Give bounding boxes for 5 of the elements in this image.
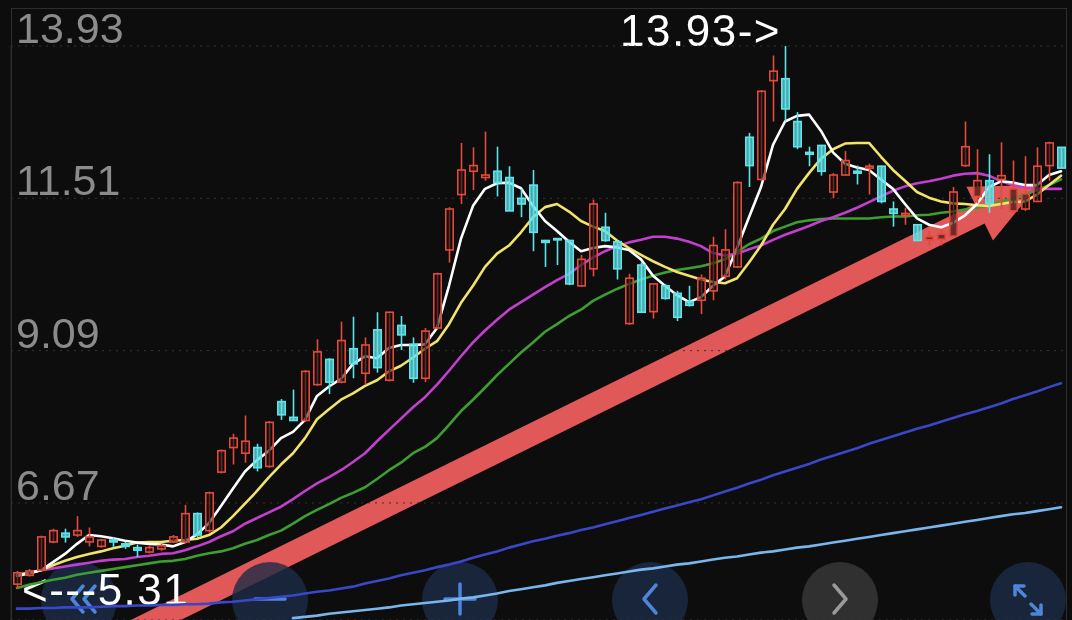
- y-tick-label: 9.09: [16, 308, 100, 357]
- y-tick-label: 6.67: [16, 460, 100, 509]
- y-tick-label: 13.93: [16, 4, 124, 52]
- annotation: 13.93->: [620, 5, 781, 55]
- y-tick-label: 11.51: [16, 156, 121, 205]
